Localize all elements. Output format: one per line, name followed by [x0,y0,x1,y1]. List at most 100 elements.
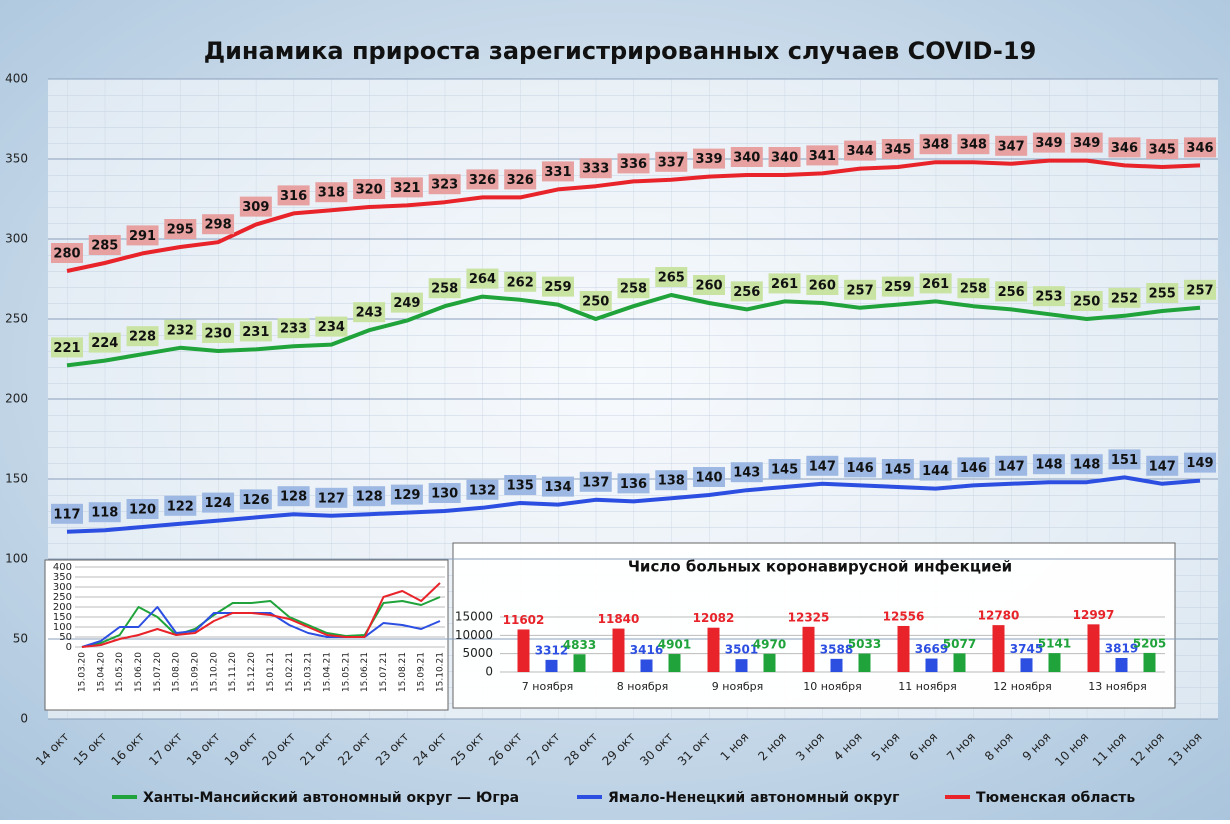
value-label-box [1070,132,1103,153]
value-label: 231 [242,325,269,340]
value-label-box [1184,452,1216,473]
value-label: 331 [544,165,571,180]
value-label-box [844,279,877,300]
value-label-box [957,457,990,478]
value-label-box [617,153,650,174]
legend-label: Ханты-Мансийский автономный округ — Югра [143,790,519,806]
value-label-box [579,291,612,311]
value-label-box [1146,283,1179,303]
value-label: 321 [393,181,420,196]
value-label: 11602 [503,613,545,627]
inset-bar-chart [452,542,1176,709]
value-label: 12780 [978,609,1020,623]
value-label: 232 [167,323,194,338]
value-label: 258 [960,282,987,297]
value-label-box [1070,291,1103,311]
inset-title: Число больных коронавирусной инфекцией [628,558,1012,576]
bar [640,659,653,672]
value-label: 118 [91,506,118,521]
value-label: 298 [204,218,231,233]
value-label: 149 [1186,456,1213,471]
value-label: 147 [998,459,1025,474]
value-label: 326 [469,173,496,188]
value-label: 144 [922,464,949,479]
value-label: 128 [356,490,383,505]
value-label: 333 [582,162,609,177]
value-label: 316 [280,189,307,204]
x-tick-label: 15.06.20 [134,652,144,692]
value-label-box [504,475,537,495]
bar [1115,657,1128,672]
value-label-box [504,169,537,190]
value-label: 347 [998,139,1025,154]
value-label: 3588 [820,642,853,656]
y-tick-label: 100 [5,552,28,566]
value-label: 256 [998,285,1025,300]
value-label-box [390,292,423,313]
value-label-box [541,476,574,497]
x-tick-label: 15.08.20 [172,652,182,692]
value-label-box [277,318,310,339]
y-tick-label: 150 [5,472,28,486]
value-label-box [693,148,726,169]
value-label: 122 [167,499,194,514]
value-label-box [693,467,726,487]
value-label: 257 [847,283,874,298]
value-label-box [693,275,726,295]
value-label: 146 [847,461,874,476]
value-label: 147 [1149,459,1176,474]
value-label-box [126,225,159,246]
value-label: 148 [1073,458,1100,473]
value-label: 346 [1186,141,1213,156]
value-label-box [1146,455,1179,476]
value-label-box [995,455,1028,476]
bar [763,653,776,672]
value-label-box [390,484,423,505]
value-label: 250 [582,295,609,310]
value-label: 148 [1035,458,1062,473]
value-label: 230 [204,327,231,342]
bar [992,625,1005,672]
y-tick-label: 350 [53,572,72,583]
value-label: 265 [658,271,685,286]
x-tick-label: 9 ноября [712,680,763,693]
value-label: 309 [242,200,269,215]
value-label-box [579,471,612,492]
bar [1020,658,1033,672]
x-tick-label: 15.12.20 [247,652,257,692]
value-label: 295 [167,223,194,238]
x-tick-label: 15.07.21 [379,652,389,692]
x-tick-label: 15.01.21 [266,652,276,692]
x-tick-label: 15.07.20 [153,652,163,692]
value-label: 136 [620,477,647,492]
value-label: 249 [393,296,420,311]
value-label: 130 [431,487,458,502]
value-label: 117 [53,507,80,522]
value-label-box [995,135,1028,156]
series-line [81,596,441,648]
x-tick-label: 15.05.20 [115,652,125,692]
value-label-box [1032,286,1065,307]
x-tick-label: 10 ноября [803,680,861,693]
value-label: 128 [280,490,307,505]
bar [707,627,720,672]
value-label-box [1184,137,1216,158]
value-label: 135 [507,479,534,494]
value-label-box [353,179,386,199]
value-label: 134 [544,480,571,495]
value-label-box [390,177,423,198]
value-label: 11840 [598,612,640,626]
inset-line-chart [44,559,449,711]
value-label-box [844,457,877,478]
value-label: 140 [695,471,722,486]
x-tick-label: 15.04.21 [322,652,332,692]
value-label: 3745 [1010,642,1043,656]
value-label: 320 [356,183,383,198]
bar [668,654,681,672]
value-label-box [579,158,612,179]
value-label-box [768,147,801,167]
value-label-box [1032,454,1065,475]
value-label: 285 [91,239,118,254]
value-label: 4970 [753,637,786,651]
